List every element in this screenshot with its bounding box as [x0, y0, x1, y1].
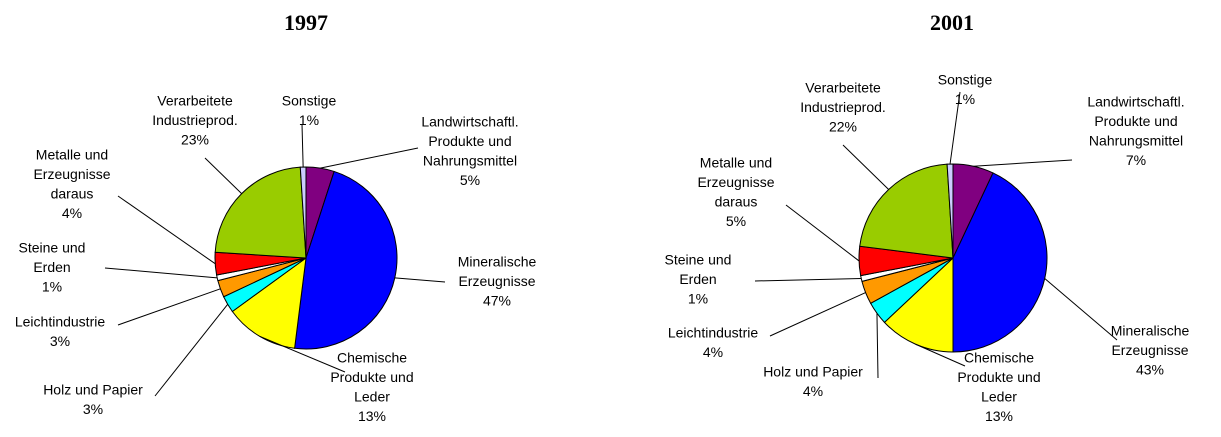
slice-label: Produkte und — [957, 369, 1040, 385]
slice-label: Holz und Papier — [43, 382, 143, 398]
slice-value-label: 4% — [62, 205, 82, 221]
slice-label: Chemische — [337, 350, 407, 366]
leader-line — [394, 277, 446, 283]
slice-value-label: 5% — [460, 172, 480, 188]
leader-line — [259, 335, 346, 373]
pie-slice — [859, 163, 954, 259]
slice-label: Metalle und — [700, 155, 772, 171]
slice-label: Chemische — [964, 350, 1034, 366]
slice-label: Landwirtschaftl. — [1087, 94, 1184, 110]
slice-label: Produkte und — [1094, 113, 1177, 129]
slice-label: Erzeugnisse — [697, 174, 774, 190]
slice-label: Leichtindustrie — [15, 314, 105, 330]
slice-label: Industrieprod. — [800, 99, 886, 115]
slice-value-label: 4% — [803, 383, 823, 399]
leader-line — [204, 157, 243, 195]
leader-line — [117, 195, 216, 265]
slice-label: Sonstige — [282, 93, 337, 109]
slice-label: Erden — [33, 259, 70, 275]
slice-value-label: 13% — [985, 408, 1013, 424]
slice-value-label: 4% — [703, 344, 723, 360]
slice-value-label: 3% — [83, 401, 103, 417]
slice-label: Nahrungsmittel — [1089, 133, 1183, 149]
leader-line — [754, 278, 862, 282]
chart-title: 2001 — [930, 10, 974, 35]
leader-line — [973, 159, 1073, 167]
slice-label: Industrieprod. — [152, 112, 238, 128]
slice-value-label: 1% — [42, 279, 62, 295]
slice-label: Leder — [354, 389, 390, 405]
slice-label: Leder — [981, 389, 1017, 405]
slice-label: Erzeugnisse — [458, 273, 535, 289]
slice-label: Sonstige — [938, 72, 993, 88]
slice-label: Erzeugnisse — [33, 166, 110, 182]
pie-slice — [231, 256, 307, 349]
slice-value-label: 13% — [358, 408, 386, 424]
pie-slice — [294, 170, 398, 350]
slice-label: Verarbeitete — [157, 93, 233, 109]
slice-value-label: 23% — [181, 132, 209, 148]
slice-label: Erden — [679, 271, 716, 287]
slice-value-label: 1% — [299, 112, 319, 128]
slice-value-label: 7% — [1126, 152, 1146, 168]
slice-value-label: 3% — [50, 333, 70, 349]
slice-label: Produkte und — [428, 133, 511, 149]
slice-label: Steine und — [19, 240, 86, 256]
slice-label: Holz und Papier — [763, 364, 863, 380]
leader-line — [949, 91, 961, 165]
slice-label: Produkte und — [330, 369, 413, 385]
slice-value-label: 5% — [726, 213, 746, 229]
slice-label: daraus — [51, 186, 94, 202]
slice-value-label: 1% — [688, 291, 708, 307]
leader-line — [785, 204, 860, 262]
leader-line — [320, 147, 419, 169]
leader-line — [915, 343, 966, 367]
slice-value-label: 47% — [483, 293, 511, 309]
leader-line — [117, 288, 221, 326]
slice-label: Leichtindustrie — [668, 325, 758, 341]
slice-label: Mineralische — [458, 254, 537, 270]
slice-label: Metalle und — [36, 147, 108, 163]
slice-label: Landwirtschaftl. — [421, 114, 518, 130]
leader-line — [154, 304, 229, 397]
pie-slice — [299, 166, 307, 259]
slice-label: daraus — [715, 194, 758, 210]
pie-slice — [883, 256, 954, 353]
leader-line — [842, 144, 890, 190]
slice-label: Erzeugnisse — [1111, 342, 1188, 358]
slice-value-label: 22% — [829, 119, 857, 135]
slice-label: Steine und — [665, 252, 732, 268]
pie-slice — [214, 166, 307, 259]
leader-line — [301, 123, 304, 168]
slice-value-label: 1% — [955, 91, 975, 107]
leader-line — [104, 267, 218, 279]
slice-label: Nahrungsmittel — [423, 153, 517, 169]
slice-label: Mineralische — [1111, 323, 1190, 339]
leader-line — [1044, 278, 1118, 341]
leader-line — [876, 313, 879, 379]
leader-line — [769, 292, 866, 337]
slice-value-label: 43% — [1136, 362, 1164, 378]
chart-title: 1997 — [284, 10, 328, 35]
slice-label: Verarbeitete — [805, 80, 881, 96]
